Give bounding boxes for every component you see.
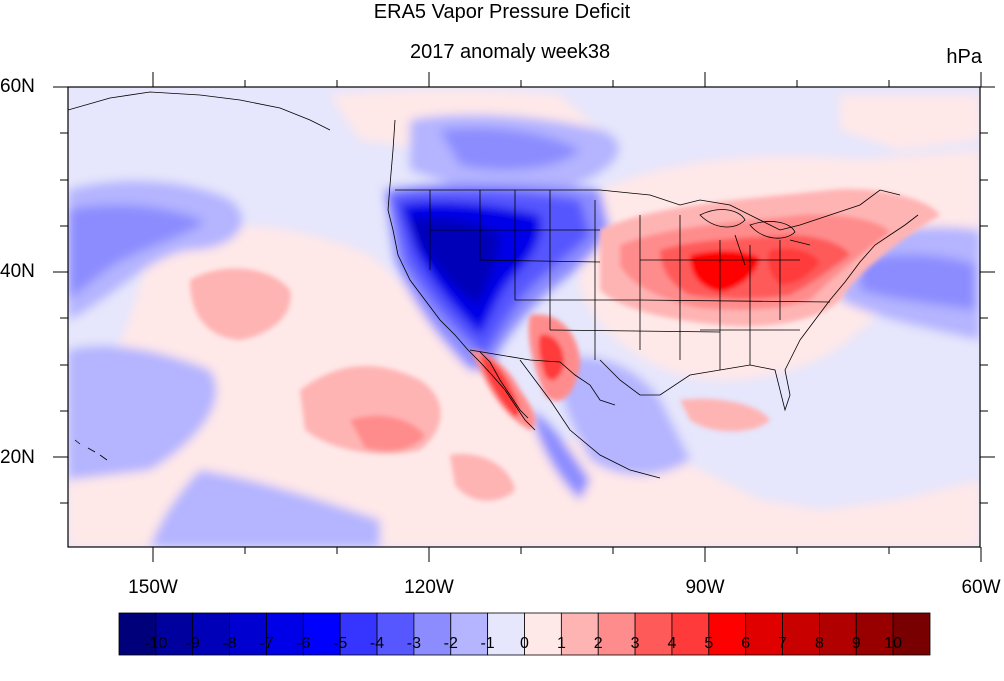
field-neg-sw-ocean: [68, 346, 217, 480]
axis-ticks: [53, 72, 995, 562]
colorbar-tick-label: 10: [884, 635, 902, 652]
lat-label-40n: 40N: [0, 261, 35, 282]
units-label: hPa: [946, 46, 982, 68]
lon-label-60w: 60W: [961, 577, 1001, 598]
coastline-east: [799, 214, 919, 341]
colorbar-tick-label: -7: [259, 635, 274, 652]
colorbar-swatch: [560, 612, 599, 656]
alaska-coast: [68, 91, 331, 131]
colorbar-swatch: [413, 612, 452, 656]
colorbar-swatch: [745, 612, 783, 656]
colorbar: [118, 612, 931, 656]
colorbar-tick-label: 0: [520, 635, 529, 652]
colorbar-tick-label: 1: [556, 635, 566, 652]
colorbar-swatch: [487, 612, 525, 656]
lon-label-90w: 90W: [685, 577, 725, 598]
colorbar-tick-label: -4: [369, 635, 385, 652]
chart-subtitle: 2017 anomaly week38: [410, 41, 611, 63]
colorbar-tick-label: 6: [741, 635, 751, 652]
field-neg-gulf-mexico: [559, 357, 690, 475]
coastline-mexico-west: [519, 359, 661, 479]
colorbar-tick-label: -8: [222, 635, 237, 652]
colorbar-swatch: [118, 612, 157, 656]
colorbar-tick-label: 3: [630, 635, 640, 652]
field-pos-sw-1b: [480, 355, 520, 417]
colorbar-tick-label: -10: [144, 635, 168, 652]
colorbar-swatch: [450, 612, 489, 656]
colorbar-tick-label: 5: [704, 635, 714, 652]
map-frame: [67, 86, 981, 548]
ticks-bottom: [152, 547, 982, 562]
colorbar-swatch: [339, 612, 378, 656]
colorbar-swatch: [782, 612, 820, 656]
state-lines-horiz: [430, 229, 831, 333]
field-neg-mexico-coast: [530, 410, 590, 500]
field-neg-e-atlantic-2: [860, 254, 975, 310]
colorbar-swatch: [892, 612, 931, 656]
colorbar-swatch: [155, 612, 194, 656]
field-pos-eus-core-2: [768, 248, 820, 285]
colorbar-tick-label: 4: [667, 635, 677, 652]
field-pos-pac-3: [350, 415, 425, 452]
colorbar-tick-label: -9: [185, 635, 200, 652]
field-pos-eus-core: [690, 250, 760, 292]
colorbar-tick-label: -2: [443, 635, 458, 652]
lat-label-20n: 20N: [0, 447, 35, 468]
colorbar-tick-label: 7: [778, 635, 787, 652]
field-pos-1: [68, 225, 980, 547]
field-pos-pac-1: [190, 268, 291, 340]
lat-label-60n: 60N: [0, 76, 35, 97]
border-us-mexico: [469, 349, 616, 406]
colorbar-tick-label: 9: [851, 635, 861, 652]
land-outlines: [68, 91, 919, 479]
field-neg-ocean-w2: [68, 204, 205, 300]
hawaii-islands: [74, 439, 108, 461]
colorbar-swatch: [708, 612, 747, 656]
field-neg-south: [150, 470, 380, 547]
colorbar-swatch: [819, 612, 857, 656]
field-neg-wus-core: [410, 218, 500, 305]
colorbar-swatch: [302, 612, 341, 656]
field-neg-canada-2: [440, 127, 580, 170]
colorbar-tick-label: -1: [480, 635, 495, 652]
border-canada-us: [395, 189, 901, 231]
colorbar-swatch: [671, 612, 710, 656]
colorbar-tick-label: 8: [814, 635, 824, 652]
ticks-top: [152, 72, 982, 87]
colorbar-tick-label: 2: [593, 635, 603, 652]
ticks-left: [53, 86, 68, 504]
coastline-west: [387, 119, 536, 431]
colorbar-swatch: [524, 612, 562, 656]
coastline-baja: [479, 351, 529, 419]
colorbar-tick-label: -6: [296, 635, 311, 652]
colorbar-swatch: [634, 612, 673, 656]
field-pos-pac-4: [450, 454, 515, 501]
anomaly-field: [68, 87, 980, 547]
colorbar-tick-label: -5: [333, 635, 348, 652]
colorbar-tick-label: -3: [406, 635, 422, 652]
field-pos-atl: [680, 398, 770, 432]
field-pos-sw-2b: [538, 334, 565, 381]
colorbar-swatch: [376, 612, 415, 656]
chart-title: ERA5 Vapor Pressure Deficit: [373, 1, 631, 23]
colorbar-swatch: [597, 612, 636, 656]
lon-label-120w: 120W: [404, 577, 454, 598]
great-lakes: [699, 209, 811, 266]
colorbar-swatch: [229, 612, 267, 656]
ticks-right: [980, 86, 995, 504]
field-pos-4: [840, 95, 980, 150]
colorbar-swatch: [266, 612, 304, 656]
lon-label-150w: 150W: [128, 577, 178, 598]
